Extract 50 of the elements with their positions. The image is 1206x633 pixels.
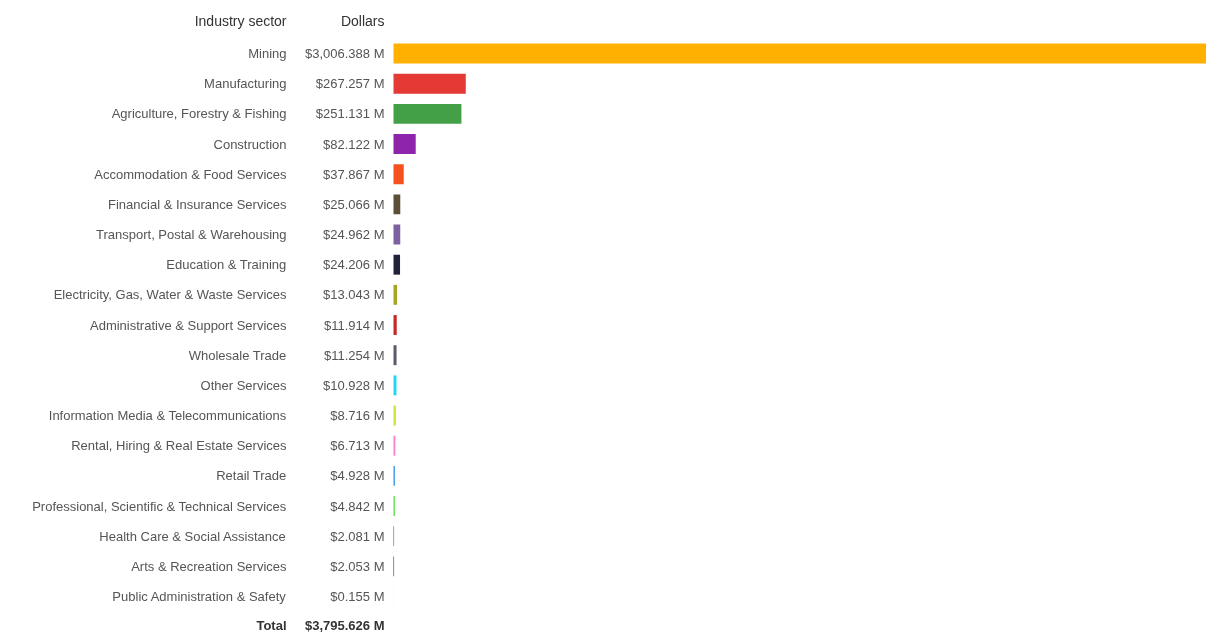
data-label: $13.043 M <box>323 287 385 303</box>
y-tick-label: Rental, Hiring & Real Estate Services <box>71 438 287 454</box>
y-tick-label: Financial & Insurance Services <box>108 196 287 212</box>
y-tick-label: Transport, Postal & Warehousing <box>95 227 287 243</box>
y-tick-label: Professional, Scientific & Technical Services <box>32 498 287 514</box>
text: Dollars <box>340 12 385 29</box>
y-tick-label: Other Services <box>200 377 287 393</box>
y-tick-label: Wholesale Trade <box>188 347 287 363</box>
y-tick-label: Construction <box>213 136 287 152</box>
data-label: $0.155 M <box>330 589 385 605</box>
bar <box>393 345 397 366</box>
data-label: $8.716 M <box>330 408 385 424</box>
y-tick-label: Manufacturing <box>204 76 287 92</box>
y-tick-label: Arts & Recreation Services <box>131 558 287 574</box>
data-label: $24.962 M <box>323 227 385 243</box>
data-label: $82.122 M <box>323 136 385 152</box>
text: Industry sector <box>194 12 287 29</box>
data-label: $2.081 M <box>330 528 385 544</box>
y-tick-label: Information Media & Telecommunications <box>48 408 287 424</box>
y-tick-label: Administrative & Support Services <box>89 317 287 333</box>
data-label: $3,006.388 M <box>305 46 385 61</box>
data-label: $37.867 M <box>323 166 385 182</box>
data-label: $11.254 M <box>324 347 385 363</box>
data-label: $6.713 M <box>330 438 385 454</box>
data-label: $2.053 M <box>330 558 385 574</box>
y-tick-label: Retail Trade <box>216 468 287 484</box>
bar <box>393 103 462 124</box>
bar <box>393 73 466 94</box>
bar <box>393 164 404 185</box>
bar <box>393 254 401 275</box>
text: Total <box>256 618 287 633</box>
data-label: $24.206 M <box>323 257 385 273</box>
y-tick-label: Electricity, Gas, Water & Waste Services <box>53 287 287 303</box>
y-tick-label: Mining <box>248 46 287 61</box>
data-label: $11.914 M <box>324 317 385 333</box>
text: $3,795.626 M <box>305 618 385 633</box>
data-label: $4.928 M <box>330 468 385 484</box>
y-tick-label: Education & Training <box>166 257 287 273</box>
data-label: $25.066 M <box>323 196 385 212</box>
bar <box>393 43 1206 64</box>
bar <box>393 134 416 154</box>
y-tick-label: Public Administration & Safety <box>112 589 287 605</box>
y-tick-label: Health Care & Social Assistance <box>99 528 286 544</box>
y-tick-label: Accommodation & Food Services <box>94 166 287 182</box>
data-label: $251.131 M <box>315 106 385 122</box>
y-tick-label: Agriculture, Forestry & Fishing <box>111 106 287 122</box>
bar <box>393 315 397 335</box>
data-label: $4.842 M <box>330 498 385 514</box>
data-label: $267.257 M <box>315 76 385 92</box>
data-label: $10.928 M <box>323 377 385 393</box>
